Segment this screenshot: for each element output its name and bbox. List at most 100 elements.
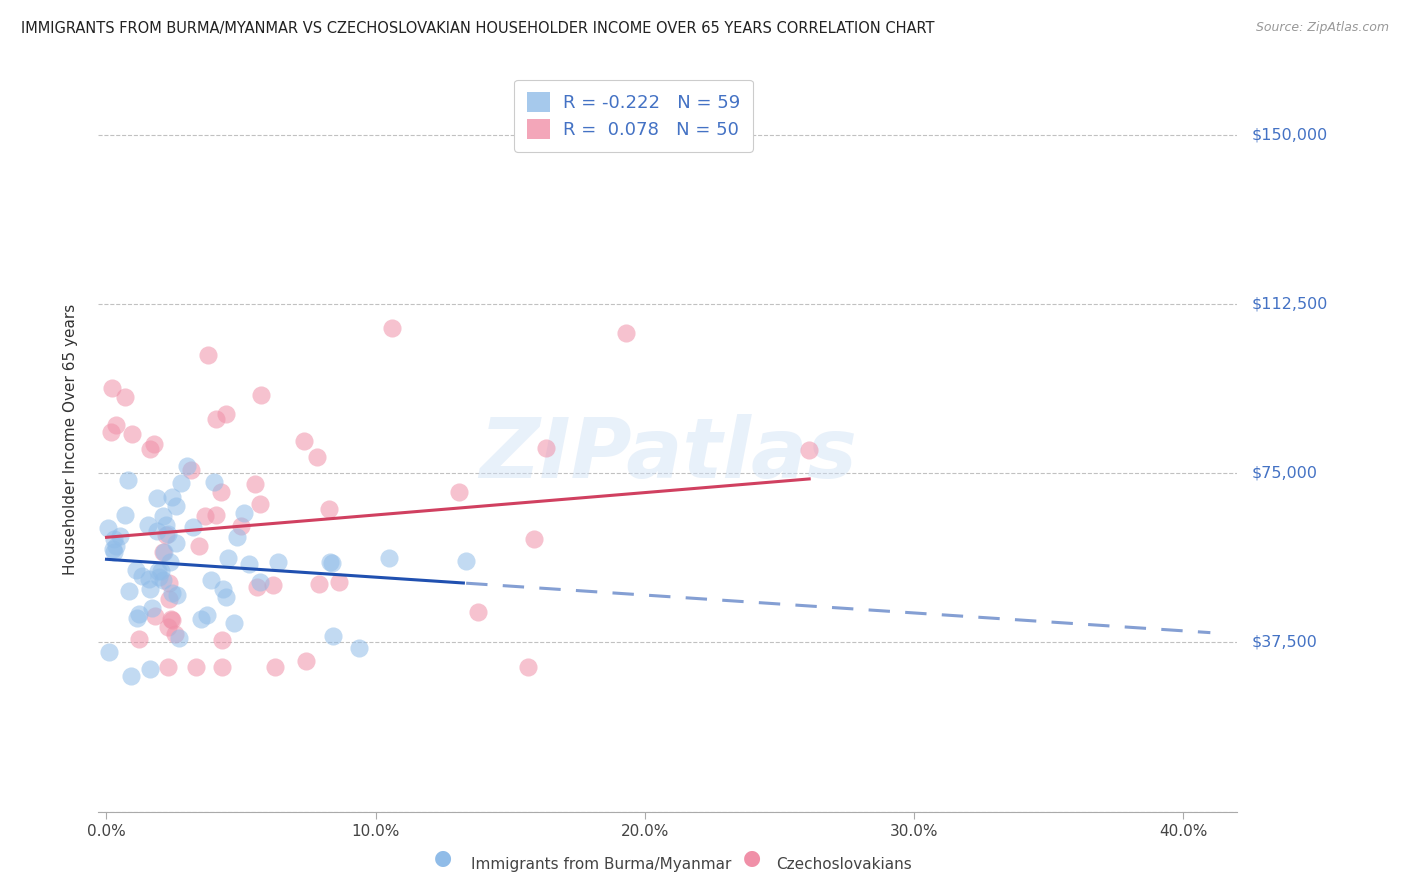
Text: ●: ●	[744, 848, 761, 868]
Point	[202, 475, 225, 489]
Point	[125, 611, 148, 625]
Point	[347, 641, 370, 656]
Point	[308, 577, 330, 591]
Point	[157, 576, 180, 591]
Point	[205, 412, 228, 426]
Point	[148, 570, 170, 584]
Point	[523, 533, 546, 547]
Point	[128, 607, 150, 621]
Point	[152, 573, 174, 587]
Point	[319, 554, 342, 568]
Point	[188, 539, 211, 553]
Point	[128, 632, 150, 647]
Point	[97, 521, 120, 535]
Point	[246, 580, 269, 594]
Point	[156, 660, 179, 674]
Point	[139, 582, 162, 596]
Point	[264, 660, 287, 674]
Point	[322, 629, 344, 643]
Point	[516, 660, 538, 674]
Point	[321, 556, 343, 570]
Text: $112,500: $112,500	[1251, 296, 1327, 311]
Point	[381, 321, 404, 335]
Text: $75,000: $75,000	[1251, 466, 1317, 481]
Point	[149, 564, 172, 578]
Point	[152, 545, 174, 559]
Point	[238, 558, 260, 572]
Point	[160, 490, 183, 504]
Point	[153, 545, 176, 559]
Point	[157, 592, 180, 607]
Text: Source: ZipAtlas.com: Source: ZipAtlas.com	[1256, 21, 1389, 34]
Point	[262, 578, 284, 592]
Point	[103, 545, 125, 559]
Point	[205, 508, 228, 522]
Text: ZIPatlas: ZIPatlas	[479, 414, 856, 495]
Point	[194, 509, 217, 524]
Point	[103, 533, 125, 547]
Point	[197, 608, 219, 623]
Point	[197, 348, 219, 362]
Point	[104, 539, 127, 553]
Legend: R = -0.222   N = 59, R =  0.078   N = 50: R = -0.222 N = 59, R = 0.078 N = 50	[515, 79, 754, 152]
Point	[159, 555, 181, 569]
Point	[97, 645, 120, 659]
Point	[155, 528, 177, 542]
Point	[249, 574, 271, 589]
Point	[118, 584, 141, 599]
Point	[139, 662, 162, 676]
Point	[305, 450, 328, 465]
Point	[233, 506, 256, 520]
Point	[184, 660, 207, 674]
Point	[152, 509, 174, 524]
Point	[176, 458, 198, 473]
Point	[160, 586, 183, 600]
Point	[328, 574, 350, 589]
Point	[249, 388, 271, 402]
Point	[249, 497, 271, 511]
Point	[141, 600, 163, 615]
Point	[142, 437, 165, 451]
Point	[117, 473, 139, 487]
Text: Immigrants from Burma/Myanmar: Immigrants from Burma/Myanmar	[471, 857, 731, 872]
Point	[215, 407, 238, 421]
Point	[169, 631, 191, 645]
Point	[114, 390, 136, 404]
Point	[160, 613, 183, 627]
Point	[211, 660, 233, 674]
Text: $37,500: $37,500	[1251, 635, 1317, 650]
Point	[217, 550, 239, 565]
Point	[165, 536, 187, 550]
Text: ●: ●	[434, 848, 451, 868]
Point	[139, 442, 162, 456]
Point	[131, 569, 153, 583]
Point	[160, 612, 183, 626]
Point	[156, 620, 179, 634]
Point	[143, 609, 166, 624]
Point	[799, 443, 821, 458]
Point	[156, 526, 179, 541]
Point	[378, 551, 401, 566]
Point	[101, 542, 124, 557]
Point	[170, 476, 193, 491]
Point	[101, 381, 124, 395]
Point	[145, 491, 167, 505]
Point	[108, 529, 131, 543]
Point	[180, 463, 202, 477]
Point	[447, 485, 470, 500]
Point	[212, 582, 235, 596]
Text: Czechoslovakians: Czechoslovakians	[776, 857, 912, 872]
Point	[100, 425, 122, 439]
Y-axis label: Householder Income Over 65 years: Householder Income Over 65 years	[63, 303, 77, 575]
Point	[136, 518, 159, 533]
Point	[120, 669, 142, 683]
Point	[148, 564, 170, 578]
Point	[267, 555, 290, 569]
Point	[243, 477, 266, 491]
Point	[318, 501, 340, 516]
Text: $150,000: $150,000	[1251, 128, 1327, 142]
Point	[614, 326, 637, 340]
Point	[165, 626, 187, 640]
Point	[209, 485, 232, 500]
Point	[166, 588, 188, 602]
